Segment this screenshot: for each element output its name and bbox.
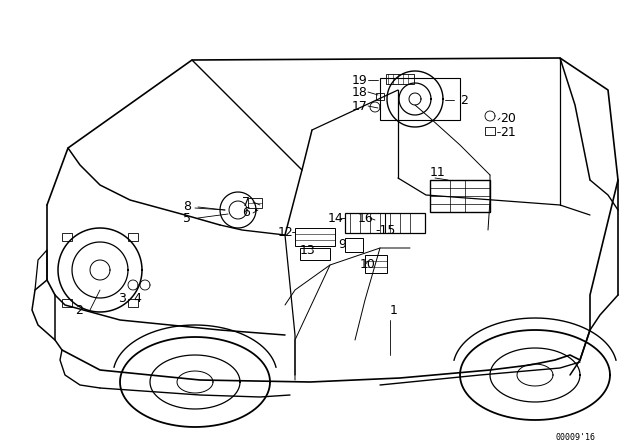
Bar — [376, 93, 384, 100]
Text: 4: 4 — [133, 292, 141, 305]
Text: 21: 21 — [500, 125, 516, 138]
Bar — [300, 248, 330, 260]
Text: 19: 19 — [352, 73, 368, 86]
Bar — [127, 298, 138, 306]
Text: 10: 10 — [360, 258, 376, 271]
Bar — [248, 198, 262, 208]
Bar — [63, 298, 72, 306]
Text: 16: 16 — [358, 211, 374, 224]
Text: 5: 5 — [183, 211, 191, 224]
Bar — [345, 238, 363, 252]
Text: 9: 9 — [338, 237, 346, 250]
Bar — [485, 127, 495, 135]
Text: 18: 18 — [352, 86, 368, 99]
Text: 13: 13 — [300, 244, 316, 257]
Bar — [295, 228, 335, 246]
Text: 8: 8 — [183, 201, 191, 214]
Text: 1: 1 — [390, 303, 398, 316]
Text: 6: 6 — [242, 207, 250, 220]
Text: 11: 11 — [430, 165, 445, 178]
Text: 12: 12 — [278, 225, 294, 238]
Bar — [430, 180, 490, 212]
Text: 14: 14 — [328, 211, 344, 224]
Text: 2: 2 — [75, 303, 83, 316]
Bar — [386, 74, 414, 84]
Text: 00009'16: 00009'16 — [555, 434, 595, 443]
Text: 17: 17 — [352, 99, 368, 112]
Bar — [127, 233, 138, 241]
Bar — [345, 213, 425, 233]
Text: 2: 2 — [460, 94, 468, 107]
Text: 20: 20 — [500, 112, 516, 125]
Text: 3: 3 — [118, 292, 126, 305]
Bar — [365, 255, 387, 273]
Bar — [63, 233, 72, 241]
Text: -15: -15 — [375, 224, 396, 237]
Bar — [380, 78, 460, 120]
Text: 7: 7 — [242, 195, 250, 208]
